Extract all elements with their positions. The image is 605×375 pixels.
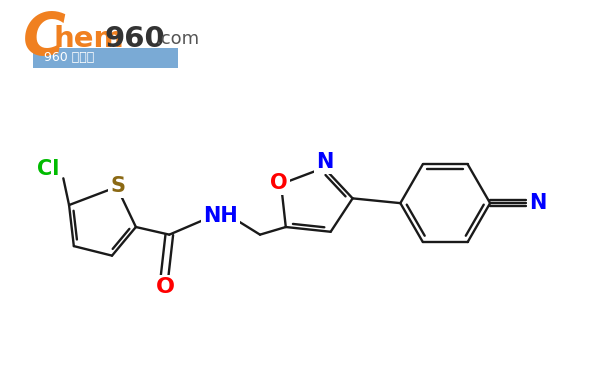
Text: N: N <box>316 152 333 172</box>
FancyBboxPatch shape <box>33 48 178 68</box>
Text: Cl: Cl <box>37 159 59 179</box>
Text: N: N <box>529 193 546 213</box>
Text: S: S <box>110 176 125 196</box>
Text: 960: 960 <box>105 25 165 52</box>
Text: C: C <box>23 10 66 67</box>
Text: O: O <box>156 277 175 297</box>
Text: hem: hem <box>54 25 125 52</box>
Text: NH: NH <box>203 206 238 225</box>
Text: O: O <box>270 173 288 193</box>
Text: .com: .com <box>155 30 199 48</box>
Text: 960 化工网: 960 化工网 <box>44 51 94 64</box>
